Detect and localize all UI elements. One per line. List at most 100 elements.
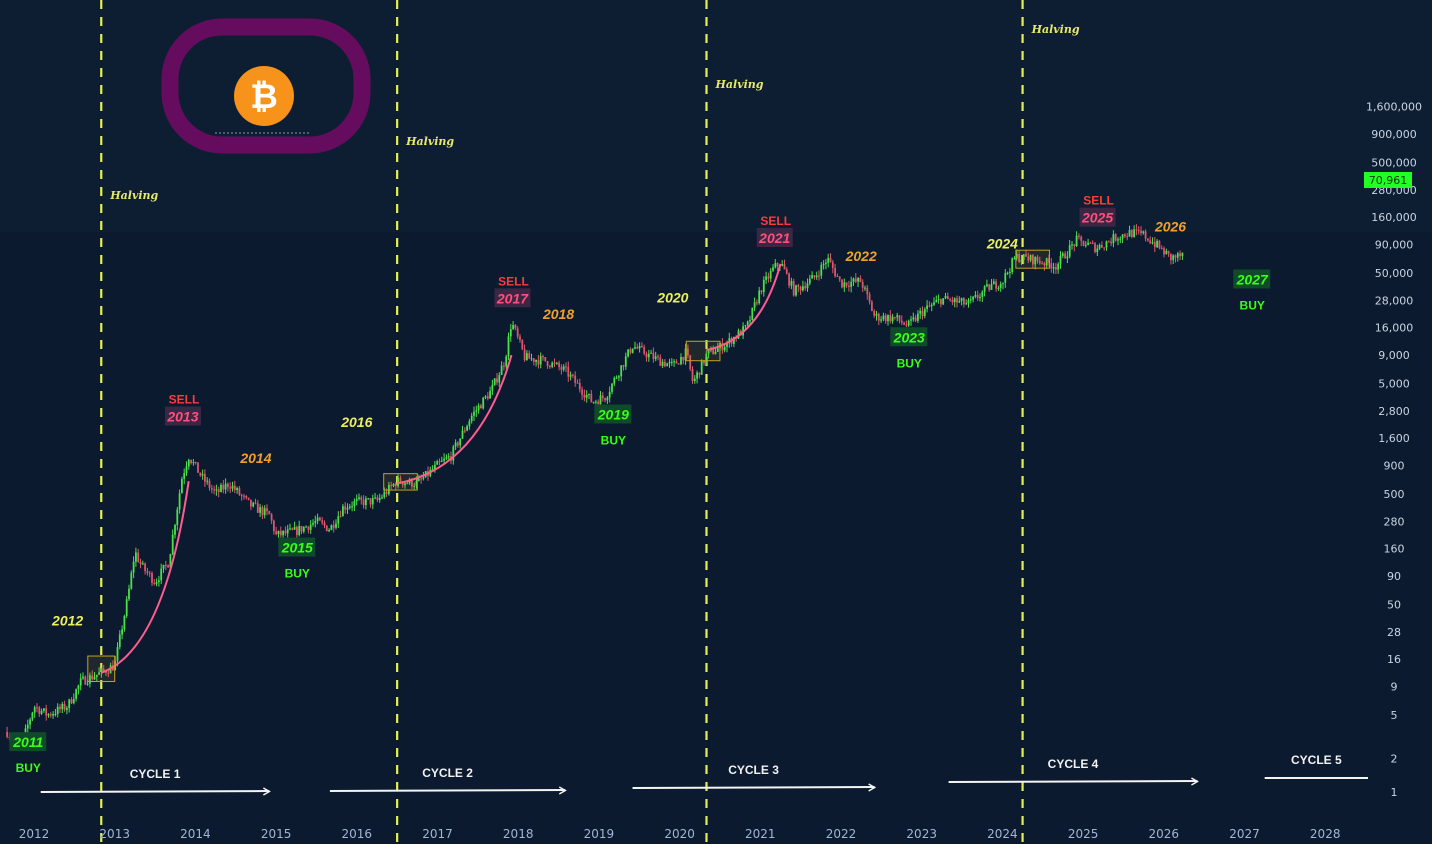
y-tick-label: 500 xyxy=(1384,488,1405,501)
candle-body xyxy=(691,369,694,382)
candle-body xyxy=(638,346,641,349)
candle-body xyxy=(459,438,462,446)
y-tick-label: 160 xyxy=(1384,542,1405,555)
y-tick-label: 9,000 xyxy=(1378,349,1410,362)
candle-body xyxy=(843,282,846,288)
candle-body xyxy=(928,305,931,307)
candle-body xyxy=(305,526,307,528)
candle-body xyxy=(406,483,409,485)
candle-body xyxy=(454,442,457,447)
x-tick-label: 2026 xyxy=(1149,827,1180,841)
candle-body xyxy=(795,285,797,296)
candle-body xyxy=(68,699,71,709)
candle-body xyxy=(963,298,965,305)
candle-body xyxy=(555,362,558,364)
candle-body xyxy=(240,494,243,496)
candle-body xyxy=(500,365,503,376)
candle-body xyxy=(827,257,830,263)
cycle-arrowhead xyxy=(868,783,877,792)
candle-body xyxy=(206,480,209,482)
candle-body xyxy=(293,526,296,530)
y-tick-label: 28 xyxy=(1387,626,1401,639)
candle-body xyxy=(687,348,689,356)
candle-body xyxy=(1068,245,1071,257)
candle-body xyxy=(912,317,915,320)
candle-body xyxy=(567,366,570,377)
candle-body xyxy=(144,563,146,571)
candle-body xyxy=(167,565,169,568)
y-tick-label: 50,000 xyxy=(1375,267,1414,280)
y-tick-label: 160,000 xyxy=(1371,211,1417,224)
candle-body xyxy=(374,497,376,499)
candle-body xyxy=(146,570,149,573)
year-label: 2021 xyxy=(758,230,790,246)
candle-body xyxy=(259,507,261,513)
candle-body xyxy=(850,281,853,287)
cycle-label: CYCLE 1 xyxy=(130,767,181,781)
candle-body xyxy=(546,361,549,367)
candle-body xyxy=(1006,272,1009,274)
x-tick-label: 2021 xyxy=(745,827,776,841)
consolidation-box xyxy=(1015,249,1050,269)
candle-body xyxy=(611,383,613,392)
candle-body xyxy=(1096,248,1099,253)
candle-body xyxy=(581,389,583,395)
candle-body xyxy=(831,262,834,269)
candle-body xyxy=(992,281,995,285)
candle-body xyxy=(236,488,238,491)
x-tick-label: 2020 xyxy=(664,827,695,841)
candle-body xyxy=(811,275,813,279)
bitcoin-logo: ₿ xyxy=(161,18,371,154)
candle-body xyxy=(726,342,728,347)
candle-body xyxy=(733,337,735,344)
year-label: 2024 xyxy=(986,235,1018,251)
x-tick-label: 2023 xyxy=(906,827,937,841)
candle-body xyxy=(1029,255,1032,261)
candle-body xyxy=(116,647,119,661)
candle-body xyxy=(521,339,524,350)
candle-body xyxy=(220,484,222,492)
candle-body xyxy=(1015,253,1018,259)
candle-body xyxy=(808,278,811,284)
candle-body xyxy=(404,483,406,486)
candle-body xyxy=(601,395,604,399)
candle-body xyxy=(514,324,517,329)
candle-body xyxy=(1061,253,1064,256)
candle-body xyxy=(1176,253,1179,258)
year-label: 2011 xyxy=(12,734,43,750)
candle-body xyxy=(1107,241,1110,243)
candle-body xyxy=(868,294,871,302)
candle-body xyxy=(176,509,179,525)
candle-body xyxy=(657,356,659,358)
candle-body xyxy=(643,347,646,354)
candle-body xyxy=(381,497,383,499)
candle-body xyxy=(434,464,436,470)
candle-body xyxy=(852,278,855,282)
year-label: 2020 xyxy=(656,289,688,305)
candle-body xyxy=(542,356,544,358)
candle-body xyxy=(498,375,501,383)
candle-body xyxy=(620,365,623,377)
candle-body xyxy=(967,300,970,304)
candle-body xyxy=(907,320,910,326)
candle-body xyxy=(160,568,163,581)
candle-body xyxy=(951,299,954,303)
candle-body xyxy=(505,356,508,367)
x-tick-label: 2025 xyxy=(1068,827,1099,841)
sell-label: SELL xyxy=(1083,194,1114,208)
candle-body xyxy=(696,372,698,379)
candle-body xyxy=(887,315,889,322)
candle-body xyxy=(684,348,687,361)
candle-body xyxy=(1084,245,1087,247)
candle-body xyxy=(47,714,50,716)
candle-body xyxy=(790,281,793,286)
candle-body xyxy=(1160,247,1163,249)
candle-body xyxy=(417,478,420,481)
candle-body xyxy=(192,462,195,464)
candle-body xyxy=(673,361,675,363)
candle-body xyxy=(135,552,137,562)
candle-body xyxy=(946,295,949,300)
candle-body xyxy=(1158,240,1161,248)
candle-body xyxy=(231,485,234,489)
candle-body xyxy=(215,489,218,491)
